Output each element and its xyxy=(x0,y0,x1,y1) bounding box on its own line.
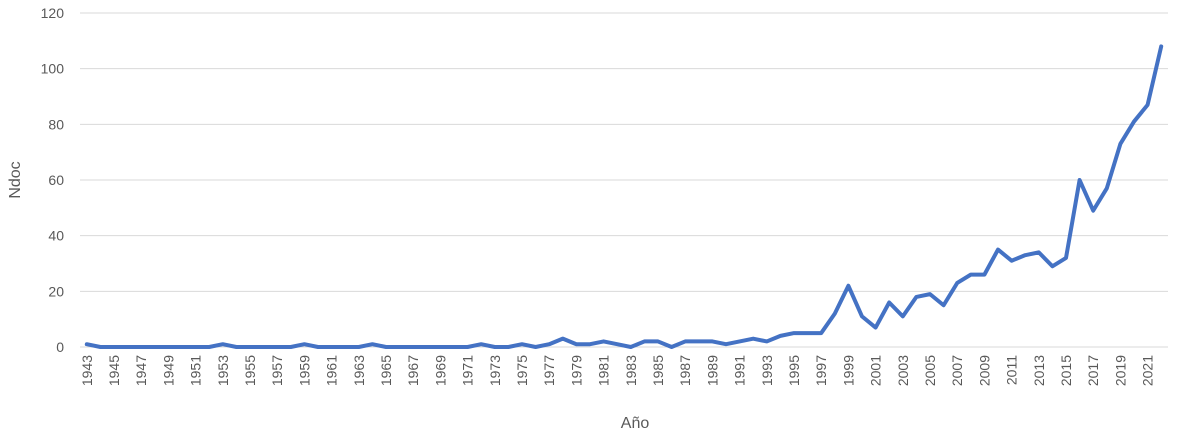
x-tick-label: 1961 xyxy=(324,355,340,386)
x-tick-label: 2007 xyxy=(949,355,965,386)
x-tick-label: 1993 xyxy=(759,355,775,386)
x-tick-label: 1957 xyxy=(269,355,285,386)
x-tick-label: 1971 xyxy=(460,355,476,386)
x-axis-tick-labels: 1943 1945 1947 1949 1951 1953 1955 1957 1959 1961… xyxy=(79,355,1156,386)
x-tick-label: 1967 xyxy=(405,355,421,386)
series-line xyxy=(84,44,1164,349)
x-tick-label: 1989 xyxy=(704,355,720,386)
gridlines xyxy=(80,12,1168,348)
x-tick-label: 1963 xyxy=(351,355,367,386)
x-tick-label: 1953 xyxy=(215,355,231,386)
y-tick-label: 120 xyxy=(41,5,65,21)
x-tick-label: 1969 xyxy=(432,355,448,386)
y-tick-label: 100 xyxy=(41,61,65,77)
x-tick-label: 1983 xyxy=(623,355,639,386)
y-axis-tick-labels: 0 20 40 60 80 100 120 xyxy=(41,5,65,355)
x-tick-label: 1997 xyxy=(813,355,829,386)
x-tick-label: 1959 xyxy=(296,355,312,386)
x-tick-label: 2015 xyxy=(1058,355,1074,386)
y-axis-title: Ndoc xyxy=(7,161,24,198)
x-tick-label: 1975 xyxy=(514,355,530,386)
x-tick-label: 1973 xyxy=(487,355,503,386)
y-tick-label: 0 xyxy=(56,339,64,355)
y-tick-label: 40 xyxy=(48,228,64,244)
x-tick-label: 1943 xyxy=(79,355,95,386)
x-tick-label: 1965 xyxy=(378,355,394,386)
x-axis-title: Año xyxy=(621,415,650,432)
x-tick-label: 1987 xyxy=(677,355,693,386)
y-tick-label: 80 xyxy=(48,116,64,132)
x-tick-label: 2001 xyxy=(868,355,884,386)
x-tick-label: 2009 xyxy=(976,355,992,386)
x-tick-label: 1947 xyxy=(133,355,149,386)
x-tick-label: 1995 xyxy=(786,355,802,386)
x-tick-label: 1945 xyxy=(106,355,122,386)
x-tick-label: 2011 xyxy=(1004,355,1020,385)
x-tick-label: 1991 xyxy=(732,355,748,386)
x-tick-label: 1949 xyxy=(160,355,176,386)
x-tick-label: 2019 xyxy=(1112,355,1128,386)
y-tick-label: 60 xyxy=(48,172,64,188)
x-tick-label: 2017 xyxy=(1085,355,1101,386)
x-tick-label: 1979 xyxy=(568,355,584,386)
x-tick-label: 1981 xyxy=(596,355,612,386)
x-tick-label: 1977 xyxy=(541,355,557,386)
x-tick-label: 1955 xyxy=(242,355,258,386)
y-tick-label: 20 xyxy=(48,283,64,299)
x-tick-label: 2021 xyxy=(1140,355,1156,386)
x-tick-label: 1951 xyxy=(188,355,204,386)
series-group xyxy=(84,44,1164,349)
x-tick-label: 1985 xyxy=(650,355,666,386)
x-tick-label: 1999 xyxy=(840,355,856,386)
x-tick-label: 2003 xyxy=(895,355,911,386)
x-tick-label: 2005 xyxy=(922,355,938,386)
x-tick-label: 2013 xyxy=(1031,355,1047,386)
